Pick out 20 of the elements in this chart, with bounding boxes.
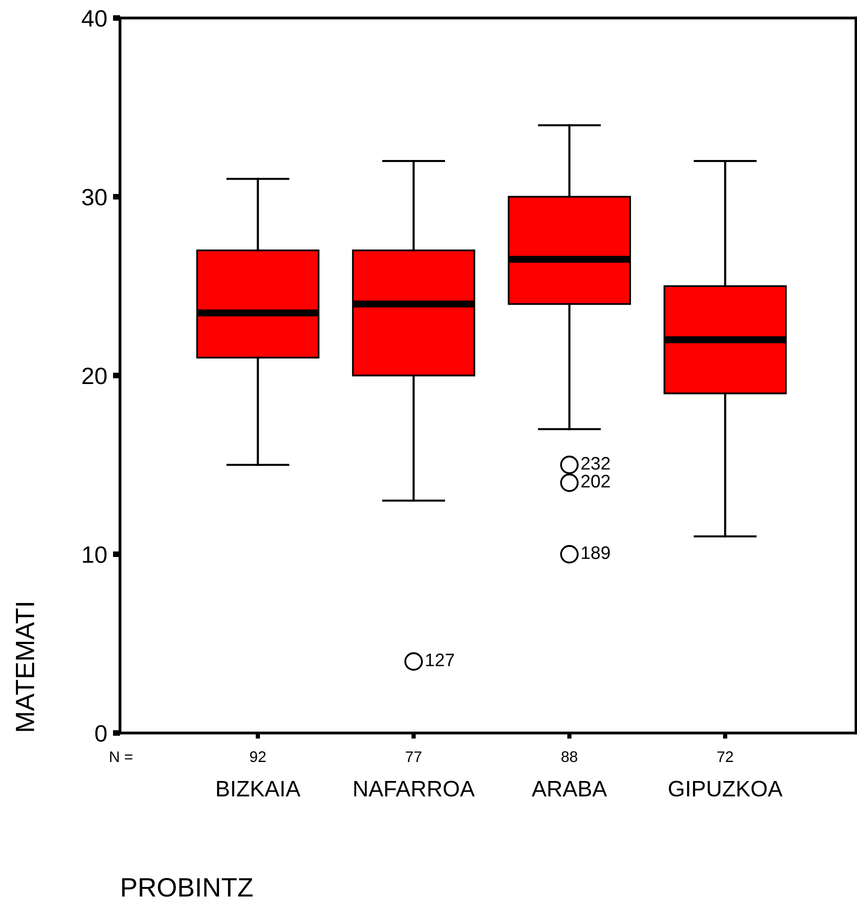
y-axis-title: MATEMATI: [16, 602, 34, 731]
annotation: 189: [582, 546, 610, 560]
text: N =: [110, 751, 132, 762]
x-axis-title: PROBINTZ: [122, 878, 253, 897]
annotation: 202: [581, 474, 610, 488]
y-tick-label: 10: [83, 546, 107, 564]
y-tick-label: 30: [82, 188, 107, 206]
text: 72: [717, 751, 733, 762]
y-tick-label: 40: [82, 10, 107, 27]
y-tick-label: 20: [82, 368, 107, 384]
y-tick-label: 0: [95, 725, 107, 742]
text: 88: [562, 751, 578, 762]
x-tick-label: NAFARROA: [354, 780, 475, 797]
x-tick-label: BIZKAIA: [217, 781, 300, 796]
text: 77: [406, 751, 422, 762]
text: 92: [250, 751, 266, 762]
x-tick-label: GIPUZKOA: [668, 780, 783, 797]
x-tick-label: ARABA: [532, 781, 608, 796]
annotation: 232: [581, 456, 610, 470]
annotation: 127: [426, 654, 454, 666]
